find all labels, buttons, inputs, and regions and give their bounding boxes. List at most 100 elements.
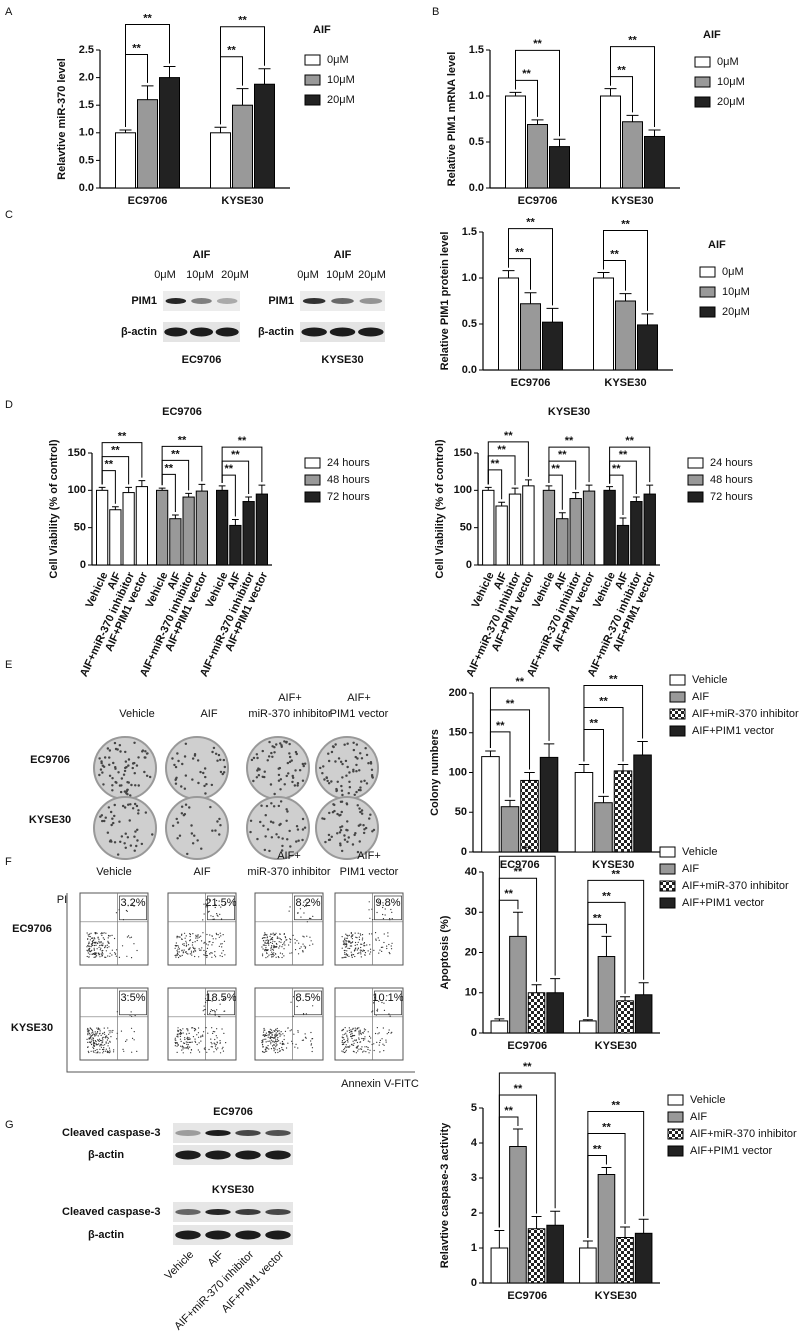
bar: [597, 956, 616, 1034]
error-bar: [641, 313, 654, 325]
significance-label: **: [504, 1105, 513, 1117]
blot-band: [191, 298, 212, 304]
error-bar: [236, 88, 249, 106]
blot-dose: 20μM: [358, 269, 386, 281]
error-bar: [485, 750, 496, 757]
bar: [505, 95, 526, 189]
significance-label: **: [238, 15, 247, 27]
legend-label: Vehicle: [682, 846, 717, 858]
blot-band: [331, 298, 354, 304]
bar: [615, 300, 636, 371]
legend-label: AIF+PIM1 vector: [682, 897, 765, 909]
error-bar: [606, 486, 614, 491]
significance-bracket: [101, 442, 143, 485]
legend-label: 0μM: [722, 266, 744, 278]
blot-band: [205, 1150, 231, 1160]
legend-swatch: [667, 1094, 684, 1106]
legend-label: 24 hours: [710, 457, 753, 469]
significance-bracket: [498, 1072, 556, 1228]
significance-bracket: [603, 229, 648, 311]
bar: [643, 493, 656, 566]
error-bar: [512, 1128, 523, 1147]
bar: [579, 1247, 597, 1284]
colony-plate: [165, 796, 229, 860]
error-bar: [509, 91, 522, 96]
significance-label: **: [514, 1083, 523, 1095]
significance-label: **: [171, 448, 180, 460]
colony-dots: [249, 800, 307, 853]
legend-swatch: [667, 1128, 684, 1140]
blot-row-label: β-actin: [88, 1149, 124, 1161]
significance-label: **: [238, 435, 247, 447]
error-bar: [597, 271, 610, 278]
blot-treatment: AIF: [193, 249, 211, 261]
bar: [613, 770, 633, 853]
error-bar: [637, 740, 648, 756]
legend-swatch: [694, 76, 711, 88]
legend-swatch: [659, 897, 676, 909]
legend-label: 20μM: [327, 94, 355, 106]
bar: [137, 99, 158, 189]
legend-label: AIF+miR-370 inhibitor: [682, 880, 789, 892]
y-tick-label: 100: [454, 484, 472, 496]
bar: [579, 1020, 597, 1034]
blot-dose: 10μM: [326, 269, 354, 281]
significance-label: **: [611, 1099, 620, 1111]
y-tick-label: 0: [461, 846, 467, 858]
legend-label: AIF: [690, 1111, 707, 1123]
bar: [520, 303, 541, 371]
blot-band: [235, 1150, 261, 1160]
bar: [122, 492, 135, 566]
percentage: 3.5%: [120, 992, 145, 1004]
y-tick-label: 150: [449, 727, 467, 739]
error-bar: [524, 772, 535, 781]
panel-label: G: [5, 1119, 14, 1131]
blot-band: [359, 298, 383, 304]
error-bar: [484, 486, 492, 491]
percentage: 3.2%: [120, 897, 145, 909]
bar: [232, 104, 253, 189]
error-bar: [582, 1019, 593, 1021]
percentage: 10.1%: [372, 992, 403, 1004]
legend-label: 20μM: [722, 306, 750, 318]
bar: [527, 1228, 546, 1284]
percentage: 8.2%: [295, 897, 320, 909]
legend-swatch: [304, 491, 321, 503]
legend-label: Vehicle: [690, 1094, 725, 1106]
legend-swatch: [659, 846, 676, 858]
significance-label: **: [118, 431, 127, 443]
flow-events: [174, 997, 227, 1054]
bar: [509, 935, 527, 1034]
gate: [119, 990, 147, 1016]
error-bar: [601, 1167, 612, 1175]
blot-band: [175, 1150, 201, 1160]
significance-label: **: [132, 42, 141, 54]
error-bar: [185, 492, 192, 498]
bar: [556, 518, 569, 566]
bar: [616, 524, 630, 566]
blot-dose: 0μM: [297, 269, 319, 281]
significance-label: **: [515, 676, 524, 688]
significance-label: **: [504, 430, 513, 442]
legend-swatch: [659, 880, 676, 892]
flow-plot: [167, 987, 237, 1061]
significance-label: **: [621, 218, 630, 230]
column-label: miR-370 inhibitor: [248, 708, 331, 720]
gate: [119, 895, 147, 921]
y-tick-label: 0.0: [469, 182, 484, 194]
error-bar: [245, 496, 252, 502]
error-bar: [619, 517, 627, 526]
column-label: Vehicle: [96, 866, 131, 878]
significance-label: **: [526, 217, 535, 229]
blot-band: [302, 298, 326, 304]
error-bar: [198, 483, 206, 492]
bar: [115, 132, 136, 189]
error-bar: [163, 66, 176, 78]
error-bar: [545, 485, 553, 491]
y-tick-label: 1.0: [462, 272, 477, 284]
y-tick-label: 0.0: [79, 182, 94, 194]
error-bar: [512, 911, 523, 937]
y-axis-label: Cell Viability (% of control): [48, 439, 60, 578]
significance-label: **: [143, 12, 152, 24]
column-label: PIM1 vector: [330, 708, 389, 720]
